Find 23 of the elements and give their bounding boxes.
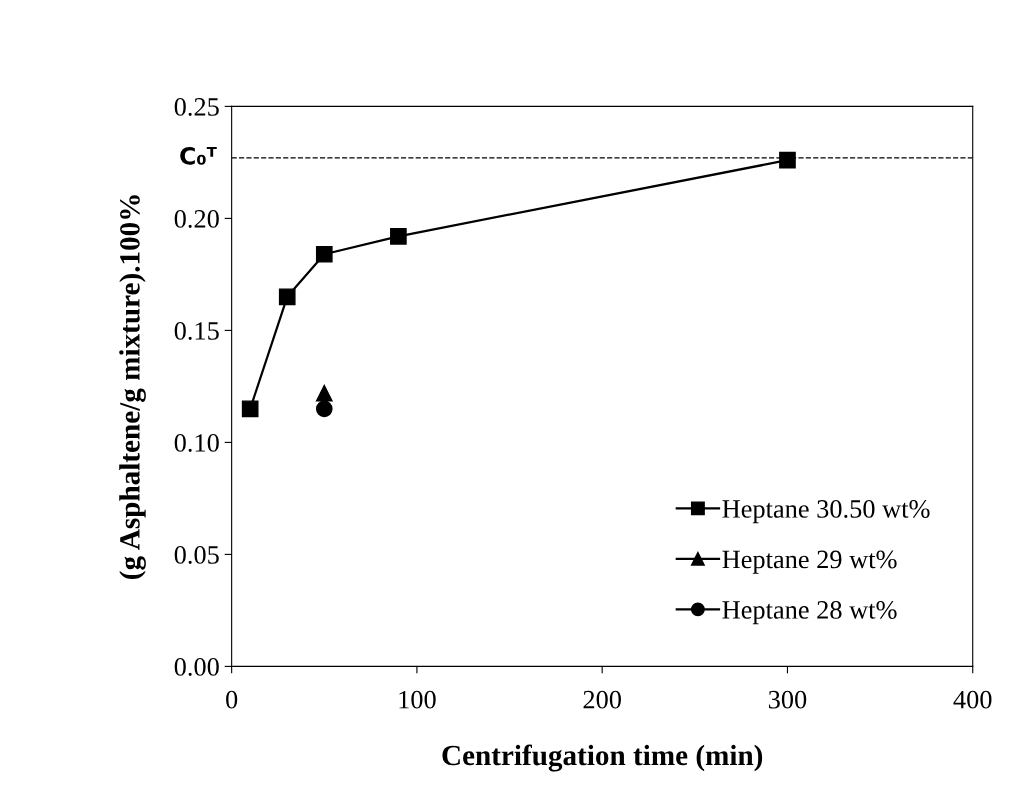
legend-label: Heptane 30.50 wt% — [722, 500, 930, 524]
y-tick-label: 0.00 — [174, 658, 219, 676]
y-tick-label: 0.25 — [174, 98, 219, 116]
x-axis-title: Centrifugation time (min) — [442, 744, 763, 772]
x-tick-label: 400 — [953, 690, 992, 709]
y-tick-label: 0.15 — [174, 322, 219, 340]
x-tick-label: 100 — [399, 690, 436, 709]
y-tick-label: 0.20 — [174, 210, 219, 228]
point — [315, 384, 333, 402]
point — [315, 400, 333, 418]
x-tick-label: 200 — [583, 690, 621, 709]
x-tick-label: 0 — [226, 690, 238, 709]
ref-line-label: C₀ᵀ — [180, 146, 217, 165]
point — [241, 400, 259, 418]
legend-label: Heptane 28 wt% — [722, 601, 897, 625]
y-tick-label: 0.05 — [174, 546, 219, 564]
point — [278, 288, 296, 306]
y-axis-title: (g Asphaltene/g mixture).100% — [119, 195, 146, 579]
legend-label: Heptane 29 wt% — [722, 550, 897, 574]
point — [315, 245, 333, 263]
y-tick-label: 0.10 — [174, 434, 219, 452]
point — [390, 227, 407, 245]
x-tick-label: 300 — [768, 690, 807, 709]
